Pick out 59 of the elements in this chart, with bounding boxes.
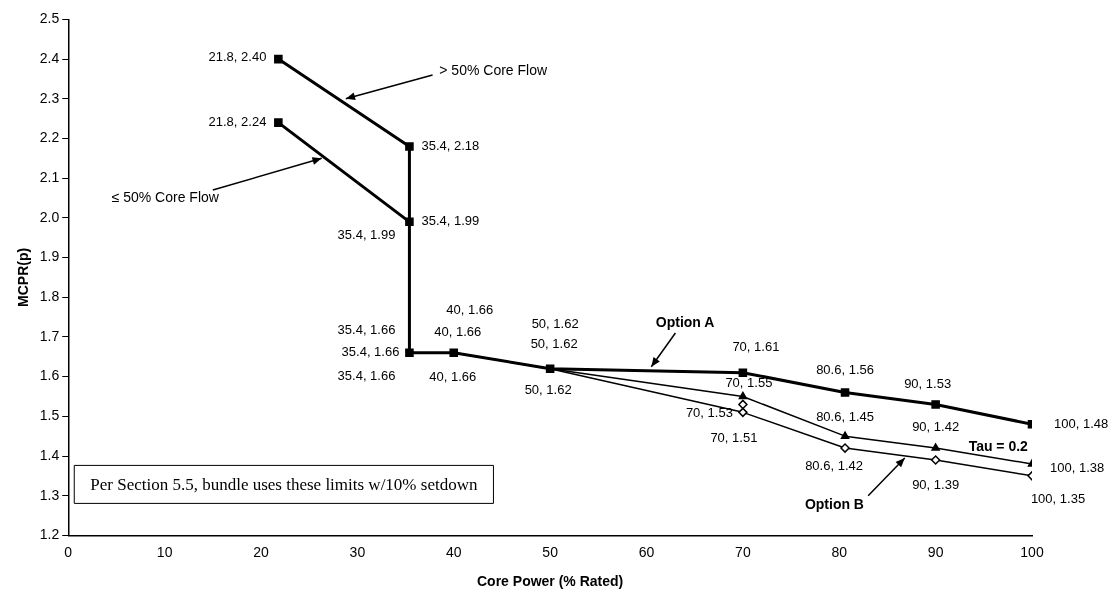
data-label: 50, 1.62 bbox=[530, 336, 578, 352]
annotation: Per Section 5.5, bundle uses these limits w/10% setdown bbox=[90, 474, 478, 494]
y-tick-label: 1.9 bbox=[39, 248, 60, 265]
y-tick-label: 1.8 bbox=[39, 288, 60, 305]
data-label: 80.6, 1.45 bbox=[816, 408, 874, 424]
data-label: 90, 1.39 bbox=[912, 476, 960, 492]
data-label: 35.4, 1.99 bbox=[421, 213, 480, 229]
x-tick-label: 60 bbox=[638, 543, 655, 560]
data-label: 80.6, 1.42 bbox=[805, 457, 863, 473]
y-tick-label: 1.5 bbox=[39, 407, 60, 424]
data-label: 50, 1.62 bbox=[531, 316, 579, 332]
data-label: 35.4, 1.99 bbox=[337, 227, 396, 243]
y-tick-label: 1.7 bbox=[39, 327, 60, 344]
text: Option A bbox=[655, 313, 715, 330]
x-tick-label: 90 bbox=[927, 543, 944, 560]
x-tick-label: 80 bbox=[831, 543, 848, 560]
data-label: 35.4, 1.66 bbox=[337, 368, 396, 384]
series-label: Tau = 0.2 bbox=[968, 438, 1029, 455]
y-tick-label: 2.1 bbox=[39, 169, 60, 186]
data-label: 35.4, 1.66 bbox=[337, 322, 396, 338]
y-tick-label: 2.4 bbox=[39, 49, 60, 66]
x-tick-label: 0 bbox=[64, 543, 73, 560]
x-tick-label: 10 bbox=[156, 543, 173, 560]
text: Option B bbox=[804, 496, 864, 513]
data-label: 70, 1.61 bbox=[732, 339, 780, 355]
data-label: 40, 1.66 bbox=[446, 302, 494, 318]
data-label: 100, 1.48 bbox=[1054, 415, 1109, 431]
data-label: 90, 1.53 bbox=[904, 375, 952, 391]
x-axis-title: Core Power (% Rated) bbox=[477, 573, 624, 590]
text: > 50% Core Flow bbox=[439, 61, 548, 78]
y-tick-label: 2.2 bbox=[39, 129, 60, 146]
data-label: 21.8, 2.40 bbox=[208, 48, 267, 64]
data-label: 100, 1.38 bbox=[1050, 459, 1105, 475]
y-tick-label: 1.3 bbox=[39, 486, 60, 503]
y-tick-label: 2.0 bbox=[39, 208, 60, 225]
data-label: 70, 1.53 bbox=[685, 404, 733, 420]
y-tick-label: 1.6 bbox=[39, 367, 60, 384]
x-tick-label: 20 bbox=[253, 543, 270, 560]
data-label: 35.4, 1.66 bbox=[341, 344, 400, 360]
x-tick-label: 100 bbox=[1020, 543, 1044, 560]
y-tick-label: 1.2 bbox=[39, 526, 60, 543]
data-label: 40, 1.66 bbox=[429, 369, 477, 385]
data-label: 40, 1.66 bbox=[434, 324, 482, 340]
data-label: 70, 1.51 bbox=[710, 429, 758, 445]
x-tick-label: 30 bbox=[349, 543, 366, 560]
data-label: 80.6, 1.56 bbox=[816, 362, 874, 378]
data-label: 21.8, 2.24 bbox=[208, 114, 267, 130]
y-tick-label: 1.4 bbox=[39, 446, 60, 463]
x-tick-label: 70 bbox=[735, 543, 751, 560]
x-tick-label: 50 bbox=[542, 543, 559, 560]
y-axis-title: MCPR(p) bbox=[15, 247, 32, 307]
data-label: 35.4, 2.18 bbox=[421, 137, 480, 153]
y-tick-label: 2.5 bbox=[39, 10, 60, 27]
text: ≤ 50% Core Flow bbox=[111, 188, 220, 205]
x-tick-label: 40 bbox=[445, 543, 462, 560]
data-label: 90, 1.42 bbox=[912, 418, 960, 434]
y-tick-label: 2.3 bbox=[39, 89, 60, 106]
data-label: 100, 1.35 bbox=[1030, 491, 1086, 507]
data-label: 50, 1.62 bbox=[524, 382, 572, 398]
